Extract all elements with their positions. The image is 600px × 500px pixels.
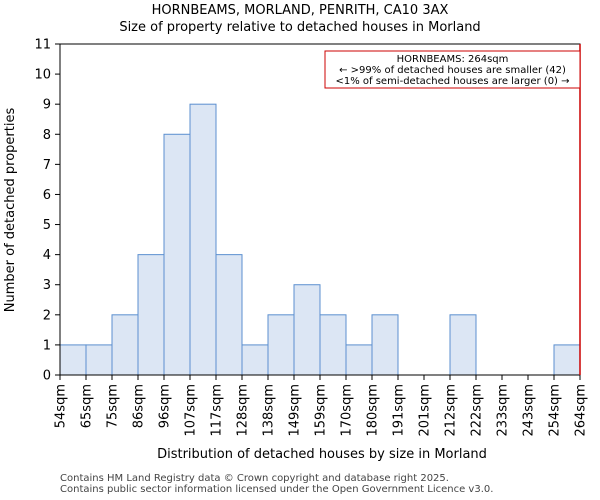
x-tick-label: 264sqm	[574, 384, 589, 437]
x-tick-label: 75sqm	[106, 384, 121, 428]
x-tick-label: 96sqm	[158, 384, 173, 428]
bar-159sqm	[319, 314, 347, 376]
y-tick-label: 7	[43, 158, 51, 173]
x-tick-label: 243sqm	[522, 384, 537, 437]
footer-licence: Contains public sector information licen…	[60, 484, 494, 495]
x-tick-label: 107sqm	[184, 384, 199, 437]
annotation-line: HORNBEAMS: 264sqm	[397, 54, 509, 65]
x-tick-label: 65sqm	[80, 384, 95, 428]
y-tick-label: 11	[34, 38, 51, 53]
x-tick-label: 201sqm	[418, 384, 433, 437]
bar-117sqm	[215, 254, 243, 376]
x-tick-label: 191sqm	[392, 384, 407, 437]
x-axis-label: Distribution of detached houses by size …	[157, 447, 487, 462]
bar-149sqm	[293, 284, 321, 376]
x-tick-label: 117sqm	[210, 384, 225, 437]
bar-170sqm	[345, 344, 373, 376]
annotation-box	[324, 50, 581, 89]
bar-96sqm	[163, 133, 191, 376]
x-tick-label: 138sqm	[262, 384, 277, 437]
bar-86sqm	[137, 254, 165, 376]
x-tick-label: 233sqm	[496, 384, 511, 437]
y-tick-label: 6	[43, 188, 51, 203]
x-tick-label: 180sqm	[366, 384, 381, 437]
y-tick-label: 1	[43, 338, 51, 353]
bar-254sqm	[553, 344, 581, 376]
annotation-line: <1% of semi-detached houses are larger (…	[335, 76, 569, 87]
x-tick-label: 128sqm	[236, 384, 251, 437]
y-tick-label: 8	[43, 128, 51, 143]
chart-subtitle: Size of property relative to detached ho…	[119, 20, 480, 35]
y-tick-label: 9	[43, 98, 51, 113]
x-tick-label: 54sqm	[54, 384, 69, 428]
y-tick-label: 0	[43, 369, 51, 384]
bar-75sqm	[111, 314, 139, 376]
y-tick-label: 5	[43, 218, 51, 233]
annotation-line: ← >99% of detached houses are smaller (4…	[339, 65, 566, 76]
footer-copyright: Contains HM Land Registry data © Crown c…	[60, 473, 449, 484]
y-tick-label: 10	[34, 68, 51, 83]
bar-180sqm	[371, 314, 399, 376]
y-axis-label: Number of detached properties	[3, 108, 18, 313]
bar-107sqm	[189, 103, 217, 376]
bar-65sqm	[85, 344, 113, 376]
bar-128sqm	[241, 344, 269, 376]
bar-212sqm	[449, 314, 477, 376]
y-tick-label: 4	[43, 248, 51, 263]
x-tick-label: 212sqm	[444, 384, 459, 437]
bar-138sqm	[267, 314, 295, 376]
chart-title: HORNBEAMS, MORLAND, PENRITH, CA10 3AX	[152, 3, 449, 18]
x-tick-label: 222sqm	[470, 384, 485, 437]
x-tick-label: 86sqm	[132, 384, 147, 428]
y-tick-label: 3	[43, 278, 51, 293]
bar-54sqm	[59, 344, 87, 376]
x-tick-label: 254sqm	[548, 384, 563, 437]
plot-area: 0 1 2 3 4 5 6 7 8 9 10 11 54sqm 65sqm 75sqm 86sqm 96sqm 1…	[34, 38, 588, 437]
x-tick-label: 159sqm	[314, 384, 329, 437]
x-tick-label: 149sqm	[288, 384, 303, 437]
x-tick-label: 170sqm	[340, 384, 355, 437]
y-tick-label: 2	[43, 308, 51, 323]
